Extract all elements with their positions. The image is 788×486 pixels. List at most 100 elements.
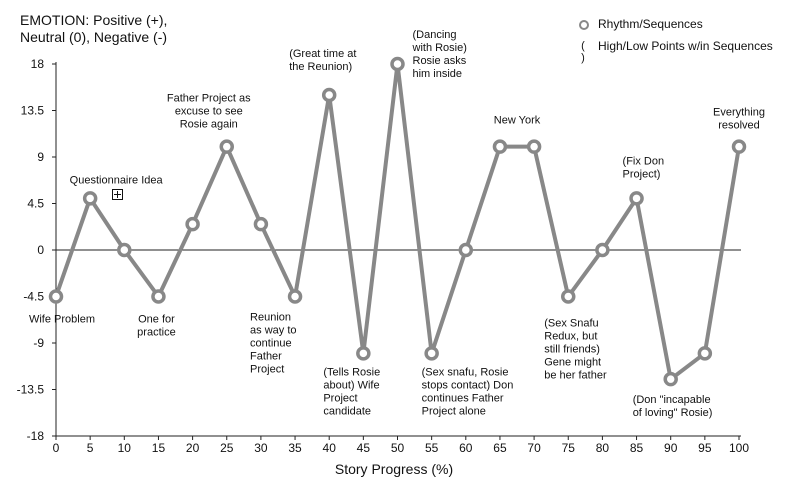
- x-tick-label: 40: [323, 441, 337, 455]
- x-tick-label: 60: [459, 441, 473, 455]
- annotation-label: (Sex snafu, Rosie stops contact) Don conti…: [422, 366, 514, 417]
- annotation-line: Project: [250, 364, 284, 376]
- data-point: [117, 242, 132, 258]
- data-point: [321, 87, 337, 103]
- annotation-line: as way to: [250, 325, 296, 337]
- x-tick-label: 80: [596, 441, 610, 455]
- x-tick-label: 10: [118, 441, 132, 455]
- annotation-line: Rosie again: [180, 119, 238, 131]
- data-point: [629, 191, 644, 206]
- y-tick-label: -18: [27, 429, 45, 443]
- annotation-line: New York: [494, 115, 541, 127]
- annotation-line: Project): [623, 168, 661, 180]
- y-tick-label: 0: [37, 243, 44, 257]
- annotation-label: (Sex Snafu Redux, but still friends) Gene m…: [544, 318, 607, 382]
- data-point: [287, 289, 303, 304]
- data-point: [48, 289, 64, 304]
- y-axis-title: EMOTION: Positive (+), Neutral (0), Nega…: [20, 12, 168, 45]
- annotation-line: Father Project as: [167, 93, 251, 105]
- annotation-line: (Great time at: [289, 48, 356, 60]
- data-point: [663, 371, 678, 387]
- annotation-label: (Don "incapable of loving" Rosie): [633, 394, 713, 419]
- x-tick-label: 100: [729, 441, 749, 455]
- data-point: [458, 242, 474, 258]
- annotation-line: (Sex snafu, Rosie: [422, 366, 509, 378]
- annotation-line: (Sex Snafu: [544, 318, 598, 330]
- annotation-label: (Dancing with Rosie) Rosie asks him inside: [412, 29, 467, 80]
- annotation-line: (Don "incapable: [633, 394, 711, 406]
- annotation-line: excuse to see: [175, 106, 243, 118]
- x-axis-title: Story Progress (%): [334, 461, 454, 477]
- annotation-line: Reunion: [250, 312, 291, 324]
- annotation-line: (Tells Rosie: [323, 366, 380, 378]
- y-tick-label: 13.5: [21, 104, 45, 118]
- annotation-line: about) Wife: [323, 379, 379, 391]
- data-point: [185, 216, 200, 232]
- annotation-label: Everything resolved: [713, 107, 765, 132]
- x-tick-label: 15: [152, 441, 166, 455]
- data-point: [219, 139, 234, 154]
- annotation-label: Questionnaire Idea: [70, 174, 164, 186]
- x-tick-label: 35: [288, 441, 302, 455]
- y-tick-label: -13.5: [17, 383, 45, 397]
- y-tick-label: 4.5: [27, 197, 44, 211]
- data-point: [82, 191, 98, 206]
- annotation-line: the Reunion): [289, 61, 352, 73]
- data-point: [595, 242, 610, 258]
- parentheses-icon: ( ): [581, 40, 587, 64]
- x-tick-label: 25: [220, 441, 234, 455]
- x-tick-label: 5: [87, 441, 94, 455]
- annotation-line: resolved: [718, 120, 760, 132]
- x-tick-label: 90: [664, 441, 678, 455]
- annotation-line: Project: [323, 392, 357, 404]
- ring-marker-icon: [578, 18, 590, 33]
- x-tick-label: 75: [562, 441, 576, 455]
- annotation-line: Questionnaire Idea: [70, 174, 164, 186]
- annotation-label: Wife Problem: [29, 314, 95, 326]
- y-tick-label: 18: [31, 57, 45, 71]
- data-point: [697, 346, 713, 361]
- annotation-line: Everything: [713, 107, 765, 119]
- annotation-label: One for practice: [137, 314, 176, 339]
- annotation-label: Reunion as way to continue Father Project: [250, 312, 296, 376]
- x-tick-label: 0: [53, 441, 60, 455]
- legend-label: High/Low Points w/in Sequences: [598, 39, 773, 53]
- annotation-line: Wife Problem: [29, 314, 95, 326]
- data-point: [492, 139, 508, 154]
- data-point: [151, 289, 166, 304]
- annotation-line: continues Father: [422, 392, 504, 404]
- data-point: [526, 139, 542, 154]
- data-point: [731, 139, 747, 154]
- x-tick-label: 65: [493, 441, 507, 455]
- y-tick-label: -4.5: [23, 290, 44, 304]
- data-point: [390, 56, 405, 72]
- expand-plus-icon[interactable]: [112, 189, 123, 200]
- annotation-label: New York: [494, 115, 541, 127]
- data-point: [561, 289, 576, 304]
- annotation-line: him inside: [413, 68, 463, 80]
- annotation-line: Father: [250, 351, 282, 363]
- x-tick-label: 30: [254, 441, 268, 455]
- x-tick-label: 95: [698, 441, 712, 455]
- annotation-line: candidate: [323, 405, 371, 417]
- x-tick-label: 70: [527, 441, 541, 455]
- x-tick-label: 50: [391, 441, 405, 455]
- annotation-line: Project alone: [422, 405, 486, 417]
- annotation-line: stops contact) Don: [422, 379, 514, 391]
- x-tick-label: 45: [357, 441, 371, 455]
- y-tick-label: 9: [37, 150, 44, 164]
- annotation-line: (Dancing: [413, 29, 457, 41]
- annotation-line: Gene might: [544, 357, 601, 369]
- annotation-line: (Fix Don: [623, 155, 665, 167]
- annotation-line: of loving" Rosie): [633, 407, 713, 419]
- data-point: [253, 216, 269, 232]
- annotation-line: be her father: [544, 370, 607, 382]
- x-tick-label: 55: [425, 441, 439, 455]
- annotation-line: practice: [137, 327, 176, 339]
- annotation-line: One for: [138, 314, 175, 326]
- annotation-line: still friends): [544, 344, 600, 356]
- annotation-label: (Fix Don Project): [623, 155, 665, 180]
- annotation-line: continue: [250, 338, 292, 350]
- annotation-line: Redux, but: [544, 331, 597, 343]
